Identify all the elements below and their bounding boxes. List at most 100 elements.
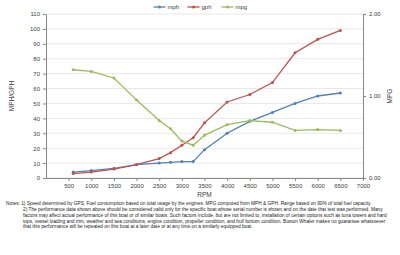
grid-line [46,133,363,134]
tick: 0.00 [363,175,381,181]
tick-label: 80 [33,56,40,62]
tick-label: 60 [33,86,40,92]
marker [180,140,183,143]
marker [112,76,115,79]
series-line [73,30,340,173]
tick-label: 5500 [289,183,303,189]
tick-label: 1500 [108,183,122,189]
tick: 2.00 [363,11,381,17]
tick-label: 500 [64,183,75,189]
legend-label: gph [202,4,212,10]
tick-mark [43,14,46,15]
tick-mark [43,148,46,149]
legend-marker [158,6,161,9]
tick-label: 6000 [312,183,326,189]
grid-line [46,88,363,89]
tick-label: 2000 [130,183,144,189]
tick-mark [159,178,160,181]
tick-mark [318,178,319,181]
marker [180,160,183,163]
tick: 4000 [221,178,235,189]
tick: 2000 [130,178,144,189]
y-axis: 0102030405060708090100110 [30,11,47,181]
tick-label: 70 [33,71,40,77]
tick-mark [137,178,138,181]
marker [226,132,229,135]
legend-label: mpg [236,4,248,10]
legend-item: mph [154,4,180,10]
tick: 1500 [108,178,122,189]
marker [339,29,342,32]
marker [169,151,172,154]
marker [192,144,195,147]
tick-label: 90 [33,41,40,47]
grid-line [46,28,363,29]
marker [158,162,161,165]
tick-label: 2.00 [369,11,381,17]
tick: 3000 [176,178,190,189]
marker [339,92,342,95]
grid-line [46,118,363,119]
tick-mark [227,178,228,181]
marker [112,168,115,171]
marker [294,129,297,132]
tick-label: 5000 [266,183,280,189]
series-line [73,70,340,145]
marker [169,127,172,130]
tick: 90 [33,41,46,47]
tick: 2500 [153,178,167,189]
tick-mark [91,178,92,181]
tick-mark [43,178,46,179]
legend-swatch [222,6,234,7]
marker [248,119,251,122]
tick-mark [363,14,366,15]
tick-mark [69,178,70,181]
tick-label: 30 [33,131,40,137]
notes: Notes: 1) Speed determined by GPS. Fuel … [6,201,394,231]
marker [180,144,183,147]
chart: 5001000150020002500300035004000450050005… [0,0,400,200]
marker [112,167,115,170]
tick: 5000 [266,178,280,189]
tick: 1000 [85,178,99,189]
tick-label: 100 [30,26,41,32]
legend-marker [226,6,229,9]
marker [316,95,319,98]
legend: mph gph mpg [154,4,248,10]
tick: 70 [33,71,46,77]
note: 2) The performance data shown above shou… [6,207,394,230]
legend-marker [192,6,195,9]
marker [135,163,138,166]
grid-line [46,58,363,59]
tick-label: 10 [33,161,40,167]
tick: 10 [33,161,46,167]
legend-item: gph [188,4,212,10]
tick-label: 0.00 [369,175,381,181]
tick-mark [205,178,206,181]
legend-item: mpg [222,4,248,10]
marker [72,68,75,71]
grid-line [46,43,363,44]
tick-label: 1000 [85,183,99,189]
marker [203,121,206,124]
tick-mark [272,178,273,181]
tick-mark [363,96,366,97]
legend-swatch [154,6,166,7]
marker [294,102,297,105]
grid-line [46,14,363,15]
axis-line [46,15,47,179]
tick-mark [114,178,115,181]
tick: 50 [33,101,46,107]
tick-mark [295,178,296,181]
tick-label: 6500 [334,183,348,189]
tick-label: 7000 [357,183,371,189]
tick-label: 4500 [244,183,258,189]
tick: 500 [64,178,75,189]
y-axis-title: MPH/GPH [8,81,15,112]
legend-label: mph [168,4,180,10]
tick: 5500 [289,178,303,189]
tick-mark [43,89,46,90]
tick-label: 2500 [153,183,167,189]
grid-line [46,163,363,164]
marker [158,119,161,122]
